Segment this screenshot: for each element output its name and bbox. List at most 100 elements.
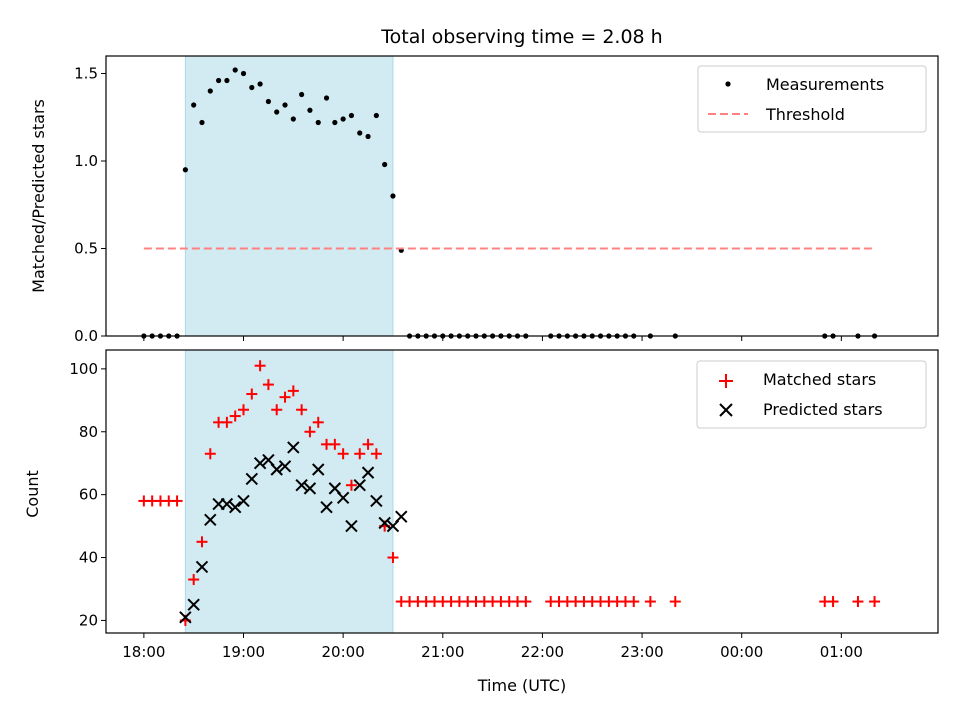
matched-star-point xyxy=(520,596,532,608)
top-legend-box xyxy=(697,65,927,133)
measurement-point xyxy=(307,107,313,113)
matched-star-point xyxy=(279,391,291,403)
predicted-star-point xyxy=(237,494,250,508)
legend-threshold-label: Threshold xyxy=(765,105,845,124)
bottom-x-tick-label: 23:00 xyxy=(620,643,663,661)
top-span-rect xyxy=(184,55,394,337)
top-shaded-span xyxy=(184,55,394,337)
predicted-star-point xyxy=(204,513,217,527)
predicted-star-point xyxy=(228,501,242,514)
bottom-axes-frame xyxy=(105,349,939,634)
bottom-x-tick-label: 01:00 xyxy=(820,643,863,661)
bottom-x-tick-label: 22:00 xyxy=(521,643,564,661)
matched-star-point xyxy=(644,596,656,608)
predicted-star-point xyxy=(303,482,317,495)
measurement-point xyxy=(382,161,388,168)
matched-star-point xyxy=(827,596,839,608)
measurement-point xyxy=(224,77,230,84)
measurement-point xyxy=(290,116,296,122)
predicted-star-point xyxy=(395,510,408,523)
top-y-tick-label: 0.0 xyxy=(74,327,98,345)
measurement-point xyxy=(274,109,280,115)
measurement-point xyxy=(282,102,288,108)
matched-star-point xyxy=(669,596,681,608)
measurement-point xyxy=(240,70,247,77)
legend-matched-label: Matched stars xyxy=(763,370,876,389)
predicted-star-point xyxy=(195,560,209,574)
bottom-x-tick-label: 00:00 xyxy=(720,643,763,661)
predicted-star-point xyxy=(353,479,366,492)
legend-measurements-marker xyxy=(725,81,731,87)
top-y-axis-label: Matched/Predicted stars xyxy=(29,99,48,293)
measurement-point xyxy=(340,116,346,122)
matched-star-point xyxy=(287,385,299,397)
legend-measurements-label: Measurements xyxy=(766,75,884,94)
bottom-series-layer xyxy=(138,360,881,626)
bottom-legend: Matched stars Predicted stars xyxy=(696,360,927,429)
matched-star-point xyxy=(354,448,366,460)
measurement-point xyxy=(249,84,255,91)
matched-star-point xyxy=(204,448,216,460)
predicted-star-point xyxy=(220,497,234,511)
measurement-point xyxy=(232,67,238,73)
measurement-point xyxy=(390,193,396,199)
top-chart-title: Total observing time = 2.08 h xyxy=(380,26,662,48)
bottom-y-ticks: 20 40 60 80 100 xyxy=(69,360,106,629)
measurement-point xyxy=(348,112,355,119)
predicted-star-point xyxy=(345,519,358,533)
measurement-point xyxy=(207,88,213,94)
matched-star-point xyxy=(370,448,382,460)
measurement-point xyxy=(315,119,321,126)
predicted-star-point xyxy=(187,598,200,611)
bottom-legend-box xyxy=(696,360,927,429)
matched-star-point xyxy=(238,404,250,416)
bottom-shaded-span xyxy=(184,349,394,634)
top-panel: 0.0 0.5 1.0 1.5 Total observing time = 2.08… xyxy=(29,26,939,345)
measurement-point xyxy=(323,95,330,101)
measurement-point xyxy=(365,133,371,140)
predicted-star-point xyxy=(295,479,308,492)
matched-star-point xyxy=(196,536,208,548)
bottom-y-tick-label: 80 xyxy=(79,423,98,441)
bottom-y-tick-label: 20 xyxy=(79,611,98,629)
predicted-star-point xyxy=(253,456,267,470)
matched-star-point xyxy=(254,360,266,372)
matched-star-point xyxy=(246,388,258,400)
bottom-x-tick-label: 21:00 xyxy=(421,643,464,661)
bottom-y-axis-label: Count xyxy=(23,470,42,518)
bottom-x-tick-label: 18:00 xyxy=(122,643,165,661)
matched-star-point xyxy=(229,410,241,422)
bottom-x-ticks: 18:00 19:00 20:00 21:00 22:00 23:00 00:00 01:00 xyxy=(122,633,863,661)
predicted-star-point xyxy=(312,463,325,476)
bottom-panel: 20 40 60 80 100 18:00 19:00 20:00 21:00 22:00 23:… xyxy=(23,349,939,695)
predicted-star-point xyxy=(278,460,292,473)
measurement-point xyxy=(199,119,205,126)
legend-predicted-label: Predicted stars xyxy=(763,400,883,419)
matched-star-point xyxy=(852,596,864,608)
predicted-star-point xyxy=(179,611,192,624)
bottom-span-rect xyxy=(184,349,394,634)
predicted-star-point xyxy=(287,441,300,454)
matched-star-point xyxy=(329,438,341,450)
matched-star-point xyxy=(628,596,640,608)
measurement-point xyxy=(373,112,379,119)
bottom-x-tick-label: 20:00 xyxy=(322,643,365,661)
measurement-point xyxy=(215,77,222,84)
matched-star-point xyxy=(337,448,349,460)
measurement-point xyxy=(332,119,338,126)
matched-star-point xyxy=(171,495,183,507)
legend-predicted-marker xyxy=(719,403,733,417)
top-y-tick-label: 1.5 xyxy=(74,65,98,83)
bottom-y-tick-label: 100 xyxy=(69,360,98,378)
predicted-star-point xyxy=(245,472,259,486)
bottom-y-tick-label: 60 xyxy=(79,486,98,504)
matched-star-point xyxy=(345,479,357,491)
bottom-x-axis-label: Time (UTC) xyxy=(477,676,566,695)
matched-star-point xyxy=(271,404,283,416)
measurement-point xyxy=(191,102,197,108)
predicted-star-point xyxy=(320,501,333,514)
legend-matched-marker xyxy=(719,374,733,388)
predicted-star-point xyxy=(336,491,350,504)
matched-star-point xyxy=(869,596,881,608)
bottom-x-tick-label: 19:00 xyxy=(222,643,265,661)
